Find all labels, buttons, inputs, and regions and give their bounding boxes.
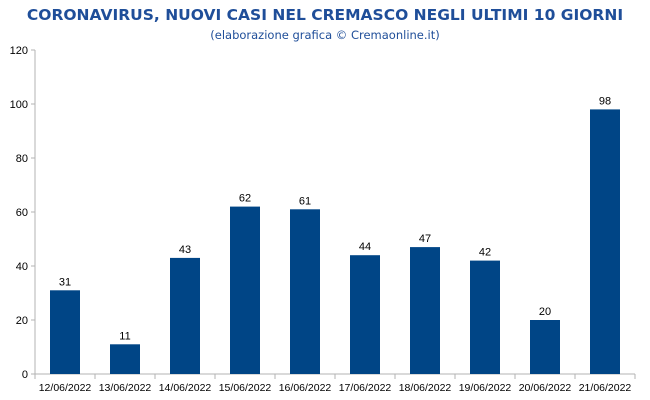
y-tick-label: 80 [16,153,28,165]
x-tick-label: 16/06/2022 [279,382,332,394]
y-tick-label: 0 [22,369,28,381]
x-tick-label: 13/06/2022 [99,382,152,394]
chart-title: CORONAVIRUS, NUOVI CASI NEL CREMASCO NEG… [26,6,624,24]
chart-subtitle: (elaborazione grafica © Cremaonline.it) [210,28,440,42]
data-label: 20 [539,306,551,318]
x-tick-label: 19/06/2022 [459,382,512,394]
data-label: 43 [179,244,191,256]
x-tick-label: 12/06/2022 [39,382,92,394]
data-label: 47 [419,233,431,245]
data-label: 44 [359,241,371,253]
bar [530,320,560,374]
data-label: 98 [599,95,611,107]
x-tick-label: 18/06/2022 [399,382,452,394]
y-tick-label: 20 [16,315,28,327]
data-label: 11 [119,330,130,342]
data-label: 42 [479,247,491,259]
bar [590,109,620,375]
y-tick-label: 100 [10,99,28,111]
y-tick-label: 40 [16,261,28,273]
bar [230,206,260,374]
x-tick-label: 14/06/2022 [159,382,212,394]
bar [470,260,500,374]
data-label: 31 [59,276,71,288]
x-tick-label: 20/06/2022 [519,382,572,394]
y-tick-label: 120 [10,45,28,57]
y-tick-label: 60 [16,207,28,219]
data-label: 62 [239,193,251,205]
bar [110,344,140,374]
bar [290,209,320,374]
x-tick-label: 15/06/2022 [219,382,272,394]
bar [410,247,440,374]
x-tick-label: 21/06/2022 [579,382,632,394]
data-label: 61 [299,195,311,207]
bar [170,257,200,374]
bar [50,290,80,374]
bar [350,255,380,374]
x-tick-label: 17/06/2022 [339,382,392,394]
